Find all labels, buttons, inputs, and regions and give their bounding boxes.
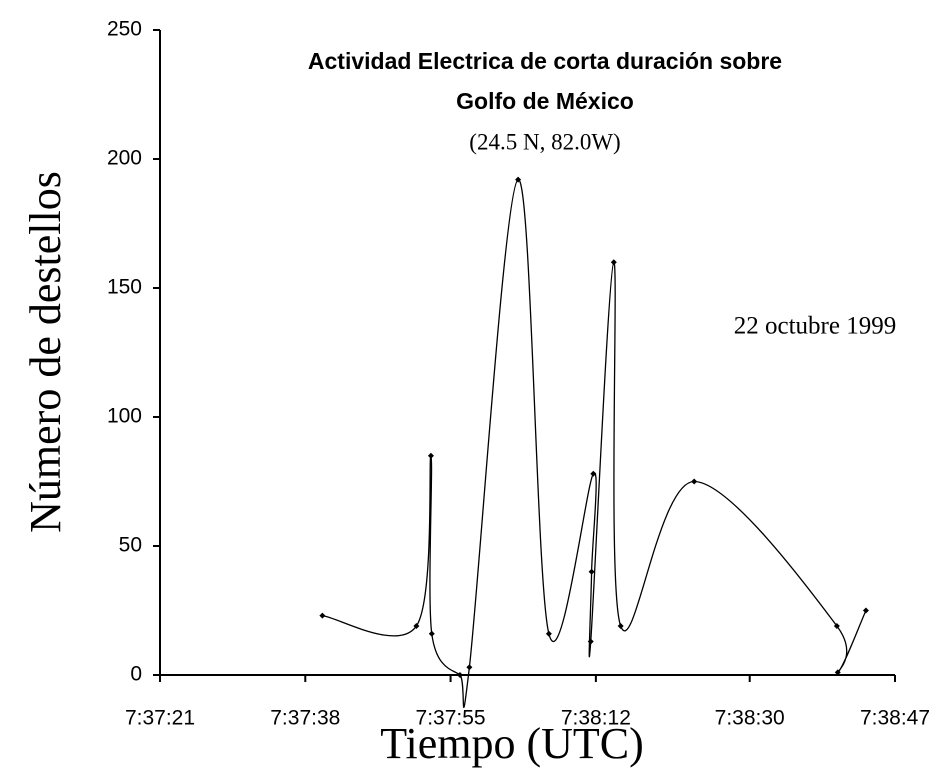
data-point	[610, 259, 617, 266]
data-point	[617, 622, 624, 629]
data-point	[588, 568, 595, 575]
annotation: 22 octubre 1999	[734, 313, 896, 340]
data-point	[428, 630, 435, 637]
y-tick-label: 250	[107, 18, 142, 41]
y-axis-label: Número de destellos	[21, 171, 70, 533]
chart-subtitle: (24.5 N, 82.0W)	[469, 129, 620, 154]
x-tick-label: 7:37:55	[416, 707, 486, 730]
data-point	[833, 622, 840, 629]
x-tick-label: 7:38:47	[860, 707, 930, 730]
data-point	[456, 672, 463, 678]
x-tick-label: 7:38:30	[715, 707, 785, 730]
x-axis-label: Tiempo (UTC)	[380, 719, 644, 768]
y-tick-label: 150	[107, 276, 142, 299]
data-point	[587, 638, 594, 645]
data-point	[590, 470, 597, 477]
chart-title: Actividad Electrica de corta duración so…	[308, 48, 782, 74]
y-tick-label: 100	[107, 405, 142, 428]
data-point	[862, 607, 869, 614]
data-point	[466, 664, 473, 671]
chart-title: Golfo de México	[456, 88, 634, 114]
x-tick-label: 7:37:38	[270, 707, 340, 730]
data-point	[427, 452, 434, 459]
data-line	[322, 178, 867, 709]
data-point	[691, 478, 698, 485]
data-point	[545, 630, 552, 637]
y-tick-label: 200	[107, 147, 142, 170]
data-point	[515, 176, 522, 183]
y-tick-label: 0	[130, 663, 142, 686]
x-tick-label: 7:38:12	[561, 707, 631, 730]
data-point	[319, 612, 326, 619]
data-point	[834, 669, 841, 676]
y-tick-label: 50	[119, 534, 142, 557]
data-point	[413, 622, 420, 629]
x-tick-label: 7:37:21	[125, 707, 195, 730]
